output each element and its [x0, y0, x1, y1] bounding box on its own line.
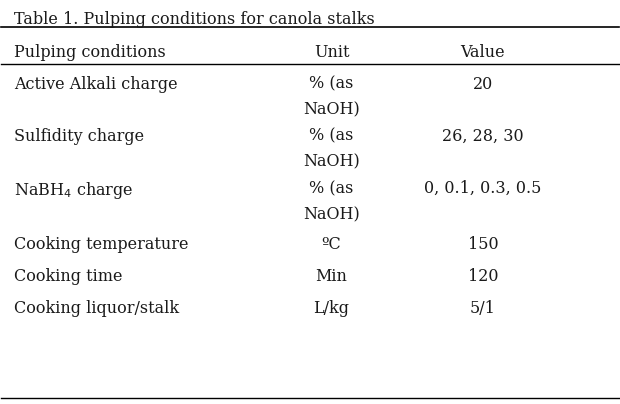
- Text: Min: Min: [316, 268, 348, 285]
- Text: NaOH): NaOH): [303, 206, 360, 223]
- Text: % (as: % (as: [309, 76, 354, 93]
- Text: 120: 120: [467, 268, 498, 285]
- Text: Table 1. Pulping conditions for canola stalks: Table 1. Pulping conditions for canola s…: [14, 11, 374, 28]
- Text: Unit: Unit: [314, 44, 349, 61]
- Text: L/kg: L/kg: [314, 300, 350, 317]
- Text: % (as: % (as: [309, 128, 354, 145]
- Text: ºC: ºC: [322, 236, 342, 253]
- Text: Pulping conditions: Pulping conditions: [14, 44, 166, 61]
- Text: NaOH): NaOH): [303, 154, 360, 171]
- Text: Cooking time: Cooking time: [14, 268, 122, 285]
- Text: % (as: % (as: [309, 180, 354, 197]
- Text: Value: Value: [461, 44, 505, 61]
- Text: Active Alkali charge: Active Alkali charge: [14, 76, 177, 93]
- Text: Sulfidity charge: Sulfidity charge: [14, 128, 144, 145]
- Text: NaBH$_4$ charge: NaBH$_4$ charge: [14, 180, 133, 201]
- Text: Cooking liquor/stalk: Cooking liquor/stalk: [14, 300, 179, 317]
- Text: 26, 28, 30: 26, 28, 30: [442, 128, 524, 145]
- Text: 5/1: 5/1: [470, 300, 496, 317]
- Text: NaOH): NaOH): [303, 102, 360, 119]
- Text: Cooking temperature: Cooking temperature: [14, 236, 188, 253]
- Text: 0, 0.1, 0.3, 0.5: 0, 0.1, 0.3, 0.5: [424, 180, 541, 197]
- Text: 20: 20: [472, 76, 493, 93]
- Text: 150: 150: [467, 236, 498, 253]
